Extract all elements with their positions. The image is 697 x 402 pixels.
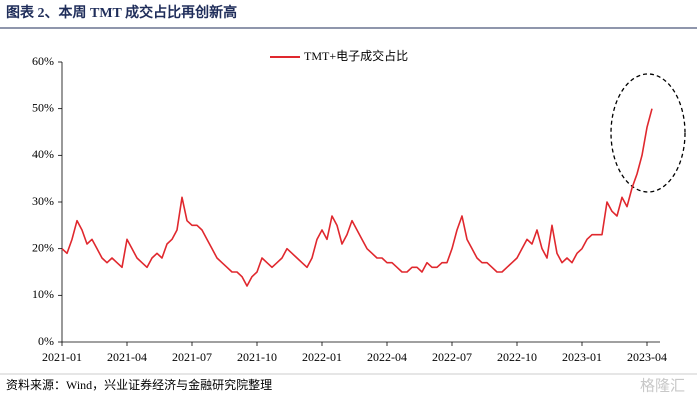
x-tick-label: 2023-04 <box>627 350 667 364</box>
chart-title: 图表 2、本周 TMT 成交占比再创新高 <box>6 4 237 21</box>
x-tick-label: 2021-01 <box>42 350 82 364</box>
x-tick-label: 2022-10 <box>497 350 537 364</box>
watermark: 格隆汇 <box>640 377 685 395</box>
y-tick-label: 60% <box>32 54 54 68</box>
x-tick-label: 2021-10 <box>237 350 277 364</box>
y-tick-label: 40% <box>32 147 54 161</box>
source-note: 资料来源：Wind，兴业证券经济与金融研究院整理 <box>6 377 272 392</box>
data-line <box>61 108 653 287</box>
x-tick-label: 2022-01 <box>302 350 342 364</box>
highlight-ellipse <box>610 73 686 193</box>
legend-label: TMT+电子成交占比 <box>304 48 408 63</box>
y-tick-label: 10% <box>32 287 54 301</box>
y-tick-label: 30% <box>32 194 54 208</box>
x-tick-label: 2021-07 <box>172 350 212 364</box>
y-tick-label: 20% <box>32 240 54 254</box>
x-tick-label: 2022-07 <box>432 350 472 364</box>
y-tick-label: 50% <box>32 100 54 114</box>
x-tick-label: 2023-01 <box>562 350 602 364</box>
x-tick-label: 2022-04 <box>367 350 407 364</box>
x-tick-label: 2021-04 <box>107 350 147 364</box>
y-tick-label: 0% <box>38 334 54 348</box>
